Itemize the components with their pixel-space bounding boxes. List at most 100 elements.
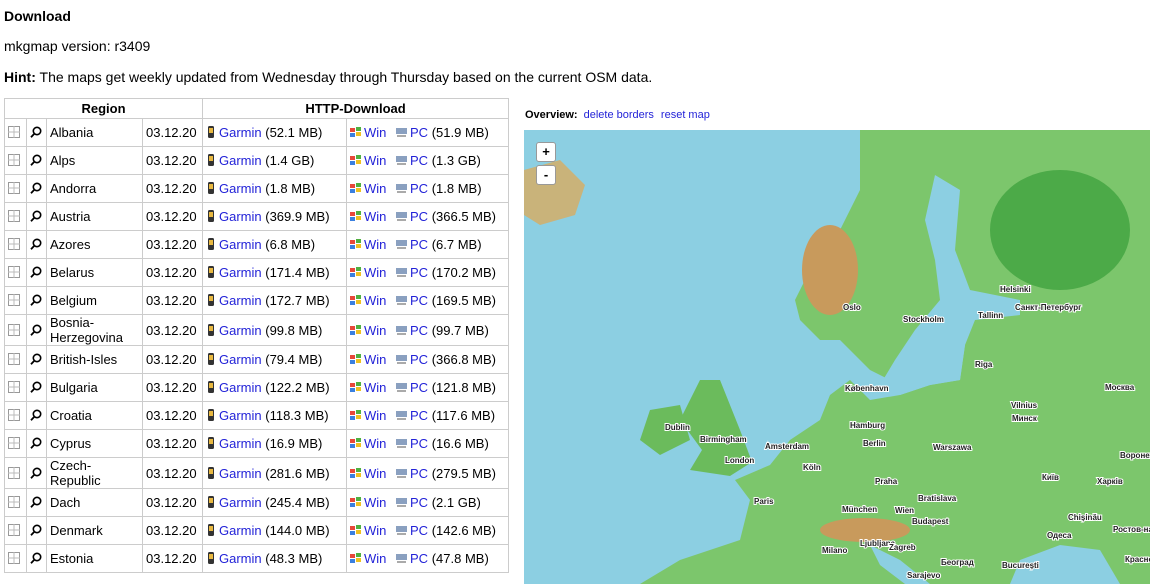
garmin-link[interactable]: Garmin [219, 153, 262, 168]
pc-link[interactable]: PC [410, 181, 429, 196]
grid-icon[interactable] [8, 266, 20, 278]
garmin-link[interactable]: Garmin [219, 265, 262, 280]
city-label: Warszawa [933, 443, 972, 452]
pc-link[interactable]: PC [410, 322, 429, 338]
search-icon[interactable] [30, 524, 42, 536]
search-icon[interactable] [30, 552, 42, 564]
date-cell: 03.12.20 [142, 174, 203, 203]
win-link[interactable]: Win [364, 181, 387, 196]
grid-icon[interactable] [8, 409, 20, 421]
win-link[interactable]: Win [364, 209, 387, 224]
grid-icon[interactable] [8, 496, 20, 508]
search-icon[interactable] [30, 154, 42, 166]
search-icon[interactable] [30, 126, 42, 138]
pc-link[interactable]: PC [410, 352, 429, 367]
pc-link[interactable]: PC [410, 125, 429, 140]
garmin-size: (245.4 MB) [265, 495, 330, 510]
pc-link[interactable]: PC [410, 153, 429, 168]
grid-icon[interactable] [8, 154, 20, 166]
search-icon[interactable] [30, 409, 42, 421]
pc-link[interactable]: PC [410, 523, 429, 538]
zoom-out-button[interactable]: - [536, 165, 556, 185]
win-icon [350, 324, 361, 335]
win-link[interactable]: Win [364, 551, 387, 566]
pc-cell: Win PC (121.8 MB) [345, 373, 510, 402]
garmin-link[interactable]: Garmin [219, 125, 262, 140]
pc-link[interactable]: PC [410, 495, 429, 510]
table-row: Bulgaria 03.12.20 Garmin (122.2 MB) Win PC … [4, 373, 510, 402]
garmin-link[interactable]: Garmin [219, 523, 262, 538]
win-link[interactable]: Win [364, 322, 387, 338]
pc-link[interactable]: PC [410, 465, 429, 481]
zoom-in-button[interactable]: + [536, 142, 556, 162]
grid-icon[interactable] [8, 323, 20, 336]
city-label: Bratislava [918, 494, 957, 503]
garmin-link[interactable]: Garmin [219, 293, 262, 308]
garmin-link[interactable]: Garmin [219, 436, 262, 451]
pc-link[interactable]: PC [410, 408, 429, 423]
garmin-link[interactable]: Garmin [219, 495, 262, 510]
garmin-link[interactable]: Garmin [219, 551, 262, 566]
pc-cell: Win PC (366.5 MB) [345, 202, 510, 231]
search-icon[interactable] [30, 238, 42, 250]
search-icon[interactable] [30, 323, 42, 336]
pc-link[interactable]: PC [410, 551, 429, 566]
pc-link[interactable]: PC [410, 436, 429, 451]
grid-icon[interactable] [8, 126, 20, 138]
delete-borders-link[interactable]: delete borders [583, 109, 654, 121]
search-icon[interactable] [30, 294, 42, 306]
grid-icon[interactable] [8, 552, 20, 564]
garmin-link[interactable]: Garmin [219, 408, 262, 423]
search-icon[interactable] [30, 437, 42, 449]
win-link[interactable]: Win [364, 352, 387, 367]
search-icon[interactable] [30, 210, 42, 222]
win-link[interactable]: Win [364, 465, 387, 481]
garmin-link[interactable]: Garmin [219, 181, 262, 196]
date-cell: 03.12.20 [142, 202, 203, 231]
search-icon[interactable] [30, 353, 42, 365]
search-icon[interactable] [30, 496, 42, 508]
grid-icon[interactable] [8, 524, 20, 536]
city-label: Краснод [1125, 555, 1150, 564]
grid-icon[interactable] [8, 210, 20, 222]
pc-link[interactable]: PC [410, 209, 429, 224]
win-link[interactable]: Win [364, 265, 387, 280]
win-link[interactable]: Win [364, 408, 387, 423]
garmin-link[interactable]: Garmin [219, 322, 262, 338]
reset-map-link[interactable]: reset map [660, 109, 710, 121]
win-link[interactable]: Win [364, 523, 387, 538]
pc-link[interactable]: PC [410, 237, 429, 252]
grid-icon[interactable] [8, 437, 20, 449]
win-link[interactable]: Win [364, 380, 387, 395]
win-link[interactable]: Win [364, 237, 387, 252]
garmin-link[interactable]: Garmin [219, 465, 262, 481]
pc-link[interactable]: PC [410, 380, 429, 395]
win-link[interactable]: Win [364, 153, 387, 168]
garmin-link[interactable]: Garmin [219, 380, 262, 395]
city-label: Wien [895, 506, 914, 515]
win-link[interactable]: Win [364, 436, 387, 451]
search-icon[interactable] [30, 381, 42, 393]
pc-link[interactable]: PC [410, 293, 429, 308]
win-link[interactable]: Win [364, 293, 387, 308]
pc-icon [396, 554, 408, 563]
date-cell: 03.12.20 [142, 544, 203, 573]
grid-icon[interactable] [8, 182, 20, 194]
search-icon[interactable] [30, 182, 42, 194]
grid-icon[interactable] [8, 381, 20, 393]
search-icon[interactable] [30, 466, 42, 479]
baltic-sea [880, 175, 1020, 395]
grid-icon[interactable] [8, 294, 20, 306]
win-link[interactable]: Win [364, 125, 387, 140]
search-icon[interactable] [30, 266, 42, 278]
grid-icon[interactable] [8, 466, 20, 479]
garmin-link[interactable]: Garmin [219, 209, 262, 224]
grid-icon[interactable] [8, 353, 20, 365]
pc-link[interactable]: PC [410, 265, 429, 280]
region-cell: Andorra [46, 174, 143, 203]
pc-size: (99.7 MB) [431, 322, 489, 338]
grid-icon[interactable] [8, 238, 20, 250]
garmin-link[interactable]: Garmin [219, 352, 262, 367]
garmin-link[interactable]: Garmin [219, 237, 262, 252]
win-link[interactable]: Win [364, 495, 387, 510]
